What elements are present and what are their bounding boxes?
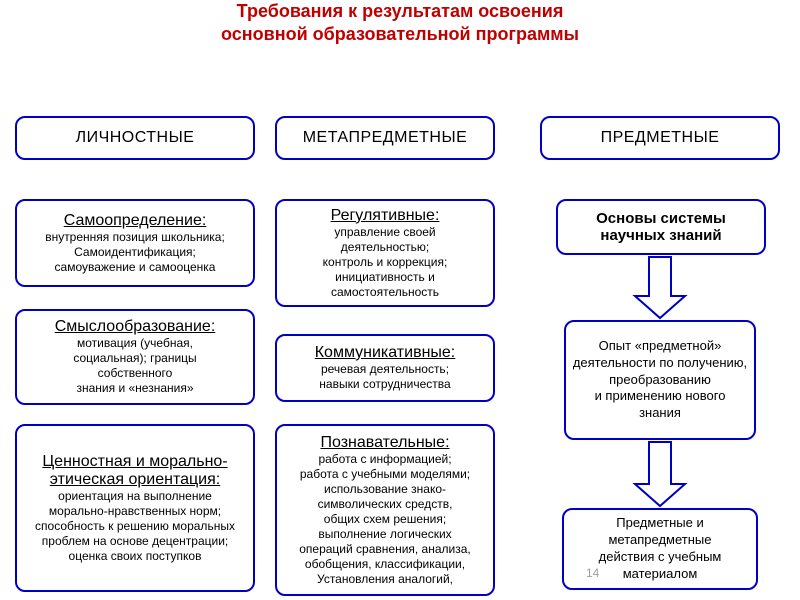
box-subject-experience: Опыт «предметной» деятельности по получе… bbox=[564, 320, 756, 440]
header-metasubject-label: МЕТАПРЕДМЕТНЫЕ bbox=[283, 129, 487, 147]
box-sense-making: Смыслообразование: мотивация (учебная,со… bbox=[15, 309, 255, 405]
box-knowledge-basis: Основы системы научных знаний bbox=[556, 199, 766, 255]
header-personal: ЛИЧНОСТНЫЕ bbox=[15, 116, 255, 160]
box-communicative-body: речевая деятельность;навыки сотрудничест… bbox=[283, 362, 487, 392]
header-personal-label: ЛИЧНОСТНЫЕ bbox=[23, 129, 247, 147]
box-regulatory-body: управление своейдеятельностью;контроль и… bbox=[283, 225, 487, 300]
box-sense-making-body: мотивация (учебная,социальная); границыс… bbox=[23, 336, 247, 396]
box-cognitive: Познавательные: работа с информацией;раб… bbox=[275, 424, 495, 596]
box-regulatory: Регулятивные: управление своейдеятельнос… bbox=[275, 199, 495, 307]
box-cognitive-body: работа с информацией;работа с учебными м… bbox=[283, 452, 487, 587]
box-cognitive-head: Познавательные: bbox=[283, 434, 487, 452]
header-subject-label: ПРЕДМЕТНЫЕ bbox=[548, 129, 772, 147]
box-communicative-head: Коммуникативные: bbox=[283, 344, 487, 362]
header-metasubject: МЕТАПРЕДМЕТНЫЕ bbox=[275, 116, 495, 160]
arrow-down-2-icon bbox=[633, 440, 687, 508]
arrow-down-1-icon bbox=[633, 255, 687, 320]
page-title: Требования к результатам освоения основн… bbox=[0, 0, 800, 47]
box-communicative: Коммуникативные: речевая деятельность;на… bbox=[275, 334, 495, 402]
box-self-determination-head: Самоопределение: bbox=[23, 212, 247, 230]
box-value-orientation: Ценностная и морально-этическая ориентац… bbox=[15, 424, 255, 592]
box-sense-making-head: Смыслообразование: bbox=[23, 318, 247, 336]
page-number: 14 bbox=[586, 566, 599, 580]
header-subject: ПРЕДМЕТНЫЕ bbox=[540, 116, 780, 160]
box-knowledge-basis-text: Основы системы научных знаний bbox=[564, 210, 758, 244]
box-regulatory-head: Регулятивные: bbox=[283, 207, 487, 225]
box-self-determination-body: внутренняя позиция школьника;Самоидентиф… bbox=[23, 230, 247, 275]
box-self-determination: Самоопределение: внутренняя позиция школ… bbox=[15, 199, 255, 287]
box-subject-experience-text: Опыт «предметной» деятельности по получе… bbox=[572, 338, 748, 422]
title-line-1: Требования к результатам освоения bbox=[237, 1, 564, 21]
box-value-orientation-body: ориентация на выполнениеморально-нравств… bbox=[23, 489, 247, 564]
box-value-orientation-head: Ценностная и морально-этическая ориентац… bbox=[23, 453, 247, 489]
title-line-2: основной образовательной программы bbox=[221, 24, 579, 44]
